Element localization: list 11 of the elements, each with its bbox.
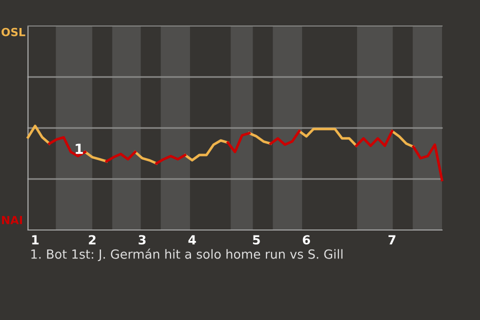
text: NAI <box>2 216 22 224</box>
x-tick-label: 3 <box>138 235 146 245</box>
text: 1. Bot 1st: J. Germán hit a solo home run vs S. Gill <box>31 248 342 262</box>
annotation: 1 <box>76 144 83 154</box>
text: OSL <box>2 28 26 36</box>
x-tick-label: 6 <box>302 235 310 245</box>
x-tick-label: 5 <box>253 235 260 245</box>
x-tick-label: 1 <box>32 235 39 244</box>
x-tick-label: 4 <box>188 235 196 244</box>
x-tick-label: 2 <box>88 235 96 244</box>
x-tick-label: 7 <box>388 235 396 244</box>
